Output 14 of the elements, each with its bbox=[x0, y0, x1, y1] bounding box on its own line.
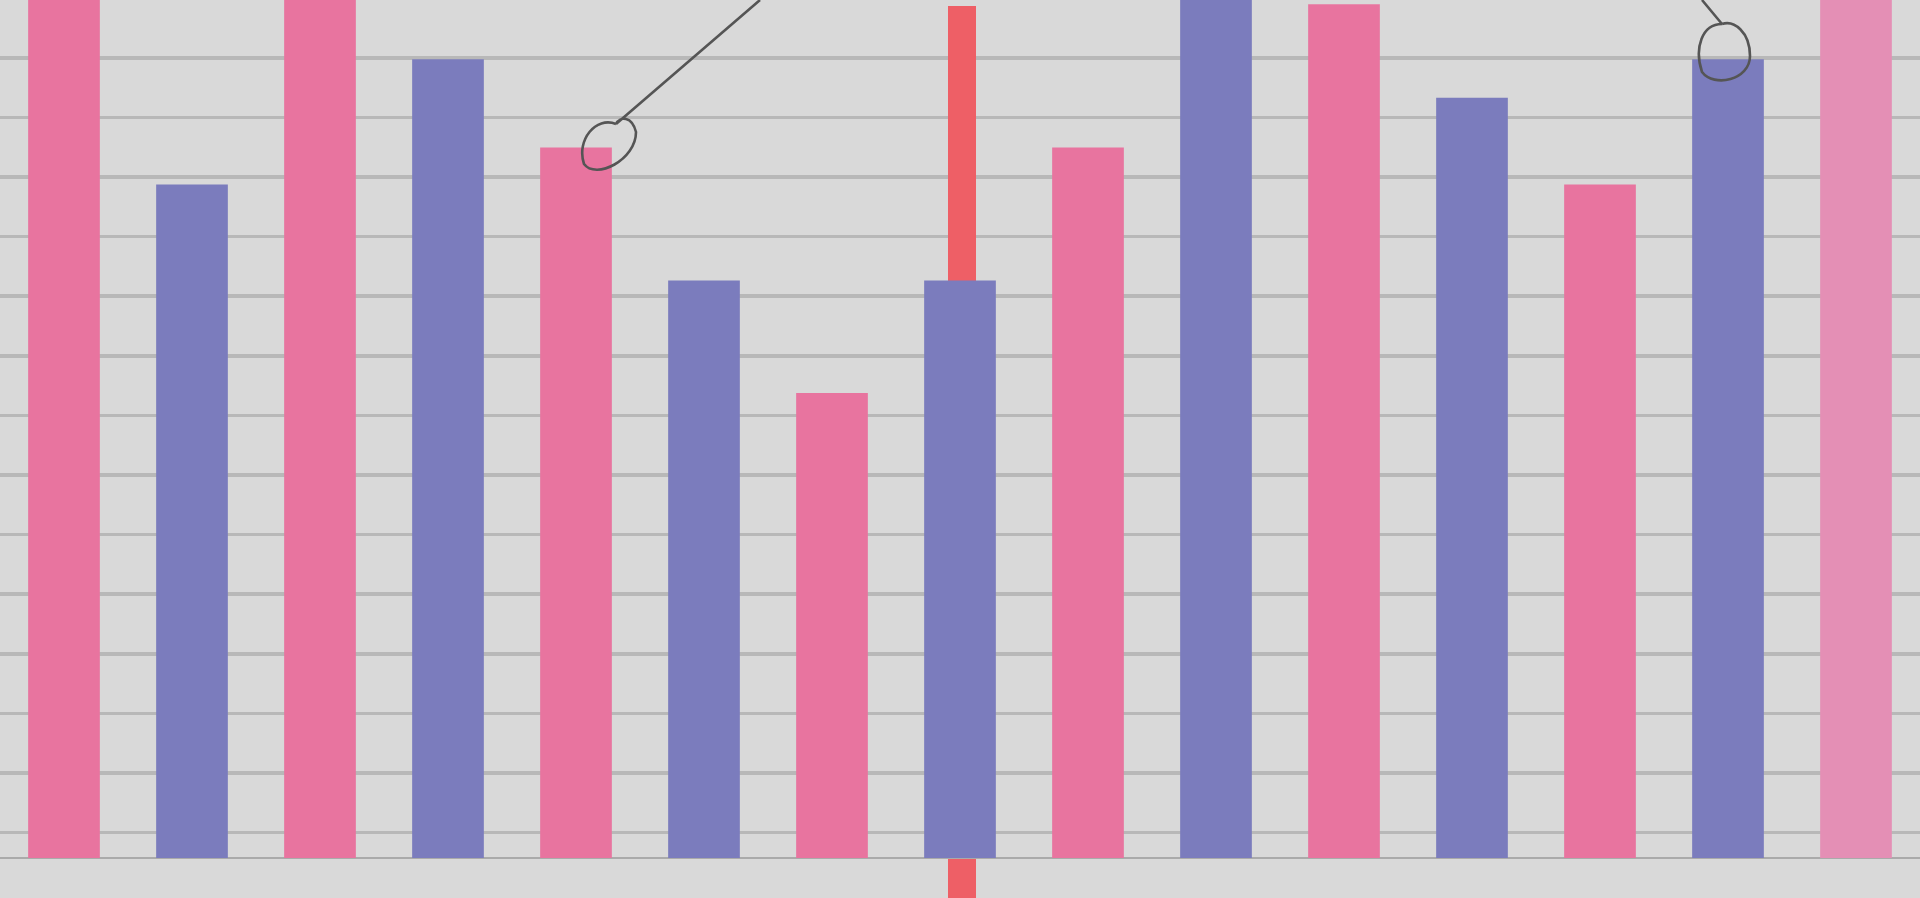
bar bbox=[1308, 4, 1380, 858]
bar bbox=[1436, 97, 1508, 858]
bar bbox=[668, 280, 740, 858]
bar bbox=[156, 184, 228, 858]
bar bbox=[412, 59, 484, 858]
bar bbox=[796, 392, 868, 858]
bar bbox=[1820, 0, 1892, 858]
bar bbox=[1692, 59, 1764, 858]
bar bbox=[28, 0, 100, 858]
bar bbox=[1564, 184, 1636, 858]
bar bbox=[1052, 147, 1124, 858]
bar bbox=[284, 0, 356, 858]
bar bbox=[1180, 0, 1252, 858]
bar bbox=[540, 147, 612, 858]
